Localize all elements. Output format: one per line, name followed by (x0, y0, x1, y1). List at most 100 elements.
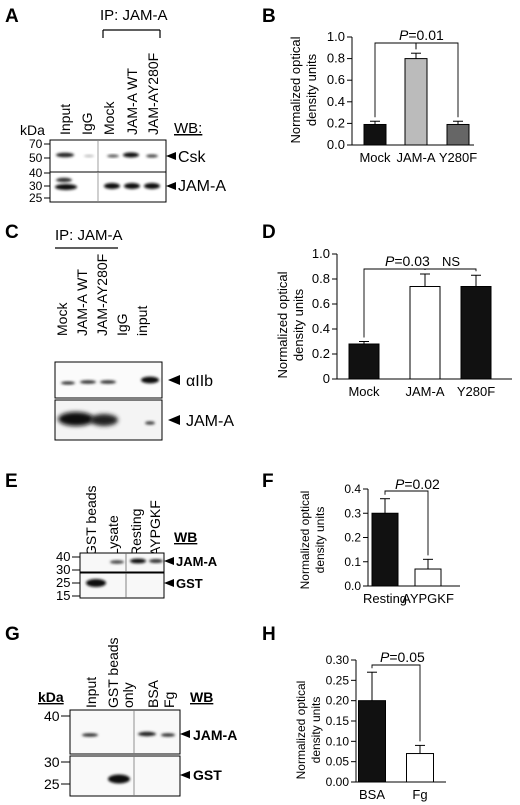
chart-h-category-label: BSA (359, 787, 385, 802)
panel-g-marker-30: 30 (44, 754, 60, 770)
panel-g-wb-label: WB (190, 689, 213, 705)
chart-d-ytick-label: 0.2 (312, 346, 330, 361)
panel-c-lane-input: input (134, 306, 150, 336)
panel-a-lane-igg: IgG (79, 112, 95, 135)
chart-f-pvalue: P=0.02 (395, 476, 440, 492)
chart-d-category-label: Y280F (457, 384, 495, 399)
chart-d-pvalue: P=0.03 (385, 253, 430, 269)
chart-d-ytick-label: 0 (323, 371, 330, 386)
panel-a-marker-ticks (44, 143, 50, 199)
panel-a-lane-jama-ay280f: JAM-AY280F (145, 53, 161, 135)
panel-f-ylabel: Normalized opticaldensity units (298, 491, 327, 590)
panel-e-lane-aypgkf: AYPGKF (147, 500, 163, 556)
panel-e-wb-label: WB (174, 529, 197, 545)
panel-a-marker-30: 30 (29, 179, 43, 193)
panel-a-lane-jama-wt: JAM-A WT (124, 68, 140, 135)
panel-g-lane-gst-beads-only: GST beadsonly (105, 637, 136, 708)
panel-a-marker-50: 50 (29, 151, 43, 165)
chart-b-ytick-label: 0.2 (327, 115, 345, 130)
panel-g-blot-gst (69, 755, 181, 797)
panel-g-marker-ticks (61, 715, 70, 785)
chart-f-ytick-label: 0.4 (344, 482, 361, 496)
chart-b-significance-bracket (415, 42, 459, 118)
chart-b-category-label: Y280F (439, 150, 477, 165)
panel-g-marker-40: 40 (44, 708, 60, 724)
chart-h-ytick-label: 0.15 (326, 714, 350, 728)
panel-c-blot-aiib (54, 361, 163, 399)
panel-e-marker-40: 40 (56, 549, 70, 564)
chart-f-bar (414, 568, 442, 587)
panel-c-arrow-jama (168, 415, 180, 425)
panel-e-marker-ticks (72, 556, 80, 597)
panel-g-kda-label: kDa (38, 689, 64, 705)
chart-d-ns-label: NS (442, 254, 460, 269)
chart-b-bar (404, 58, 428, 146)
panel-c-lane-jama-ay280f: JAM-AY280F (94, 254, 110, 336)
chart-h-ytick-label: 0.10 (326, 734, 350, 748)
panel-e-arrow-gst (164, 579, 174, 587)
panel-a-arrow-csk (166, 152, 176, 160)
chart-h-ytick-label: 0.05 (326, 755, 350, 769)
panel-e-marker-15: 15 (56, 588, 70, 603)
panel-c-band-aiib: αIIb (186, 373, 213, 390)
chart-h-significance-bracket (371, 664, 421, 742)
panel-e-blot-jama (79, 552, 165, 573)
chart-f-ytick-label: 0.2 (344, 531, 361, 545)
panel-g-lane-input: Input (83, 677, 99, 708)
panel-a-letter: A (5, 6, 19, 27)
panel-a-blot-jama (49, 171, 167, 203)
panel-a-marker-40: 40 (29, 166, 43, 180)
chart-h-ytick-label: 0.30 (326, 653, 350, 667)
chart-d-category-label: JAM-A (406, 384, 445, 399)
chart-f-ytick-label: 0.3 (344, 506, 361, 520)
panel-g-blot-jama (69, 709, 181, 755)
chart-b-bar (363, 123, 387, 146)
chart-b-category-label: Mock (359, 150, 391, 165)
chart-h-ytick-label: 0.25 (326, 673, 350, 687)
panel-a-lane-input: Input (57, 104, 73, 135)
chart-d-ytick-label: 1.0 (312, 246, 330, 261)
panel-g-lane-fg: Fg (161, 692, 177, 708)
chart-d-ytick-label: 0.4 (312, 321, 330, 336)
panel-a-wb-label: WB: (174, 120, 202, 137)
chart-d-bar (348, 343, 380, 380)
panel-g-arrow-jama (180, 730, 190, 738)
chart-f-ytick-label: 0.1 (344, 555, 361, 569)
panel-g-lane-bsa: BSA (145, 679, 161, 708)
chart-b-ytick-label: 1.0 (327, 29, 345, 44)
chart-b-pvalue: P=0.01 (399, 27, 444, 43)
panel-e-lane-gst-beads: GST beads (83, 485, 99, 556)
panel-a-kda-label: kDa (20, 122, 45, 138)
chart-h-ytick-label: 0.20 (326, 694, 350, 708)
chart-f-category-label: Resting (363, 591, 407, 606)
panel-d-ylabel: Normalized opticaldensity units (275, 271, 306, 378)
panel-e-blot-gst (79, 572, 165, 599)
panel-e-lane-lysate: Lysate (105, 515, 121, 556)
panel-a-lane-mock: Mock (101, 101, 117, 135)
chart-f-category-label: AYPGKF (402, 591, 454, 606)
panel-c: C IP: JAM-A Mock JAM-A WT JAM-AY280F IgG… (5, 222, 234, 441)
panel-e: E GST beads Lysate Resting AYPGKF WB 40 … (5, 471, 218, 603)
panel-c-blot-jama (54, 399, 163, 441)
chart-d-ytick-label: 0.8 (312, 271, 330, 286)
chart-h-category-label: Fg (412, 787, 427, 802)
panel-b-ylabel: Normalized opticaldensity units (288, 36, 319, 143)
chart-h-bar (406, 753, 434, 783)
panel-e-marker-30: 30 (56, 562, 70, 577)
panel-c-letter: C (5, 222, 19, 243)
chart-b-bar (446, 123, 470, 146)
chart-f-significance-bracket (384, 490, 429, 556)
panel-e-band-gst: GST (176, 576, 203, 591)
panel-g-marker-25: 25 (44, 776, 60, 792)
chart-b-ytick-label: 0.4 (327, 94, 345, 109)
chart-h-bar (358, 700, 386, 783)
chart-b: 0.0 0.2 0.4 0.6 0.8 1.0 Mock JAM-A Y280F P=0.01 (327, 27, 477, 165)
chart-h-ytick-label: 0.00 (326, 775, 350, 789)
panel-a-blot-csk (49, 139, 167, 173)
panel-f-letter: F (262, 471, 274, 492)
panel-c-lane-igg: IgG (114, 313, 130, 336)
panel-e-band-jama: JAM-A (176, 554, 218, 569)
panel-g-arrow-gst (180, 771, 190, 779)
chart-b-ytick-label: 0.6 (327, 72, 345, 87)
